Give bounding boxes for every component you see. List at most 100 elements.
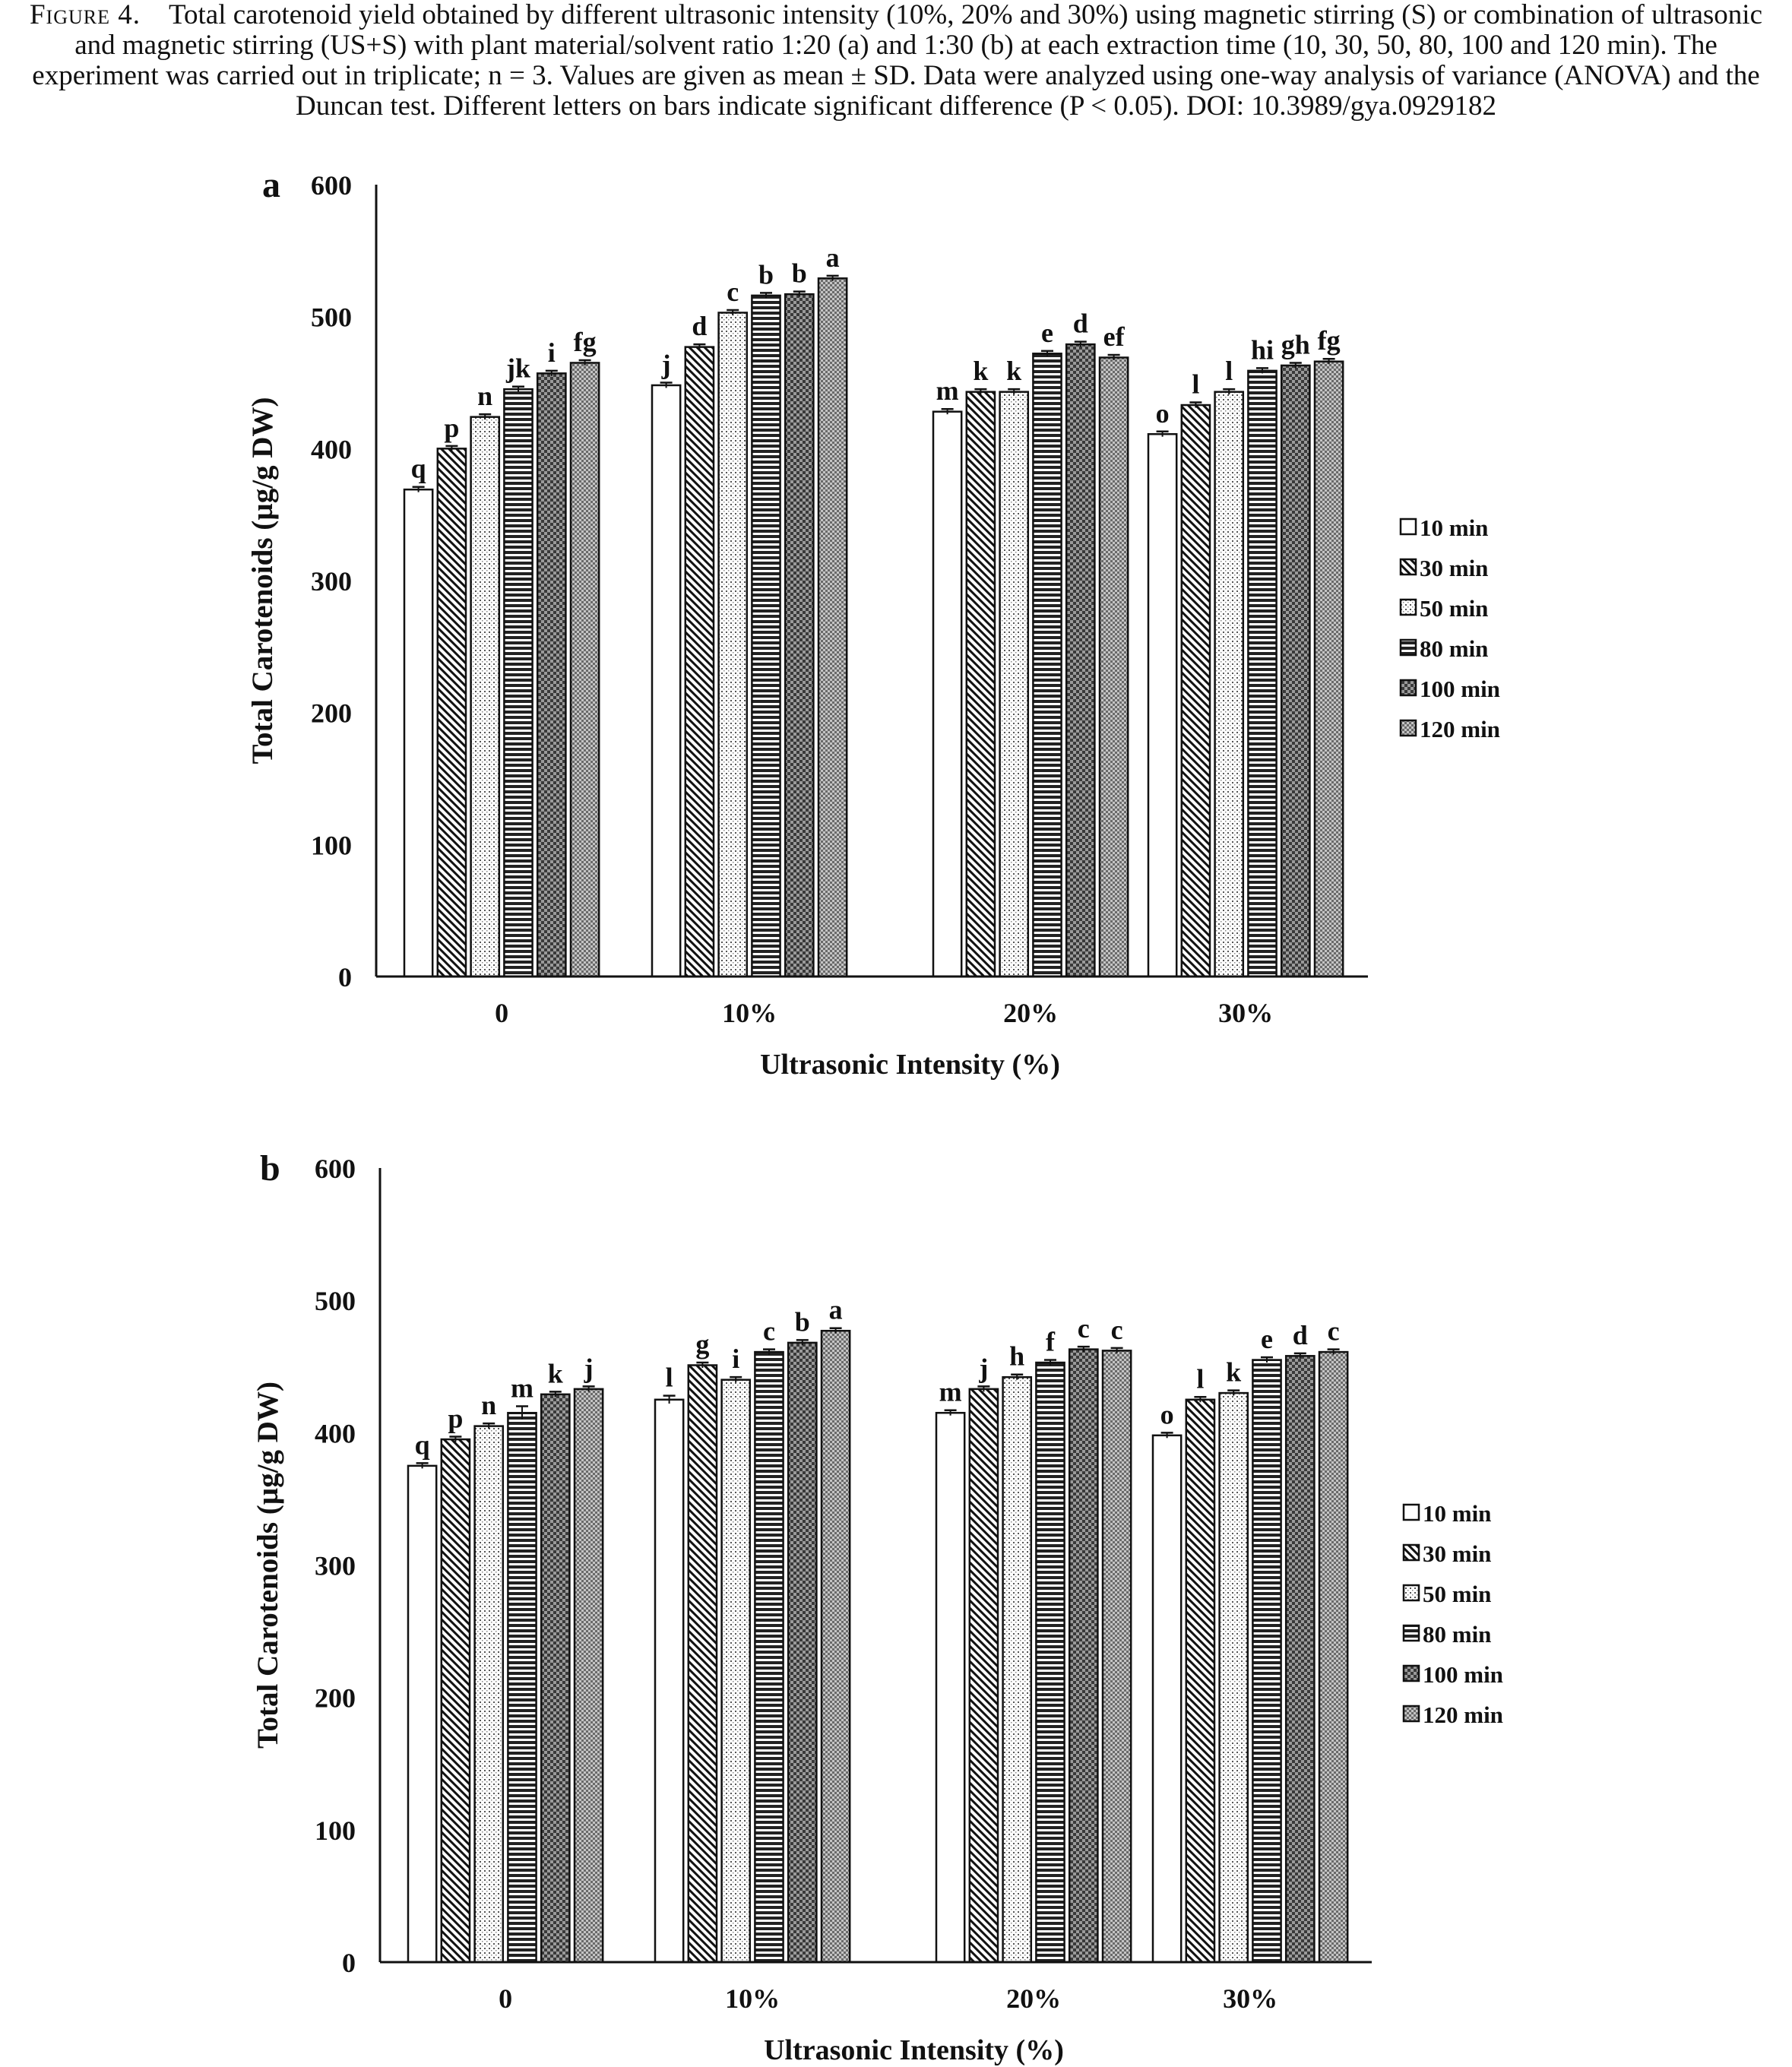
bar	[1180, 404, 1211, 978]
significance-letter: c	[1078, 1313, 1090, 1344]
significance-letter: l	[1196, 1363, 1204, 1394]
legend-label: 120 min	[1420, 716, 1500, 742]
bar	[1002, 1375, 1033, 1964]
legend-swatch	[1399, 679, 1417, 697]
significance-letter: b	[795, 1306, 810, 1337]
significance-letter: c	[1111, 1315, 1123, 1345]
y-tick-label: 600	[315, 1154, 356, 1184]
legend-swatch	[1399, 558, 1417, 576]
significance-letter: n	[477, 381, 492, 411]
significance-letter: f	[1046, 1327, 1056, 1357]
bar	[751, 294, 781, 978]
significance-letter: b	[792, 258, 807, 289]
significance-letter: j	[584, 1353, 594, 1383]
bar	[968, 1388, 999, 1964]
y-tick-label: 400	[315, 1418, 356, 1448]
x-tick-label: 30%	[1223, 1983, 1278, 2014]
significance-letter: a	[829, 1295, 843, 1325]
significance-letter: k	[1006, 356, 1021, 386]
significance-letter: l	[1192, 369, 1199, 400]
x-tick-label: 30%	[1218, 998, 1273, 1028]
legend-label: 30 min	[1423, 1540, 1491, 1567]
legend-label: 80 min	[1423, 1621, 1491, 1648]
x-tick-label: 0	[499, 1983, 512, 2014]
significance-letter: hi	[1251, 334, 1274, 365]
significance-letter: gh	[1281, 329, 1310, 359]
bar	[407, 1464, 438, 1964]
bar	[654, 1398, 685, 1964]
bar	[1284, 1355, 1316, 1964]
bar	[965, 391, 996, 978]
significance-letter: m	[936, 375, 959, 406]
significance-letter: n	[481, 1390, 496, 1420]
bar	[1185, 1398, 1216, 1964]
x-axis-title: Ultrasonic Intensity (%)	[760, 1049, 1060, 1081]
legend-label: 80 min	[1420, 635, 1488, 662]
bar	[720, 1379, 752, 1964]
significance-letter: c	[763, 1316, 775, 1347]
significance-letter: o	[1160, 1399, 1174, 1429]
y-tick-label: 200	[315, 1683, 356, 1714]
chart-panel-b: b 0 100 200 300 400 500 600 Total Carotenoids (µ…	[252, 1148, 1503, 2066]
bar	[687, 1364, 718, 1964]
significance-letter: a	[826, 242, 840, 273]
legend-label: 100 min	[1420, 676, 1500, 702]
bar	[1318, 1350, 1349, 1964]
bar	[932, 410, 963, 978]
y-tick-label: 500	[315, 1286, 356, 1316]
legend-label: 100 min	[1423, 1661, 1503, 1688]
bar	[1252, 1359, 1282, 1964]
legend-label: 10 min	[1420, 514, 1488, 541]
significance-letter: fg	[574, 327, 597, 357]
bar	[540, 1393, 571, 1964]
bar	[536, 372, 567, 978]
legend-swatch	[1399, 518, 1417, 536]
bar	[1151, 1434, 1183, 1964]
bar	[1214, 391, 1245, 978]
bar	[787, 1341, 818, 1964]
bar	[1247, 369, 1278, 978]
y-tick-label: 200	[311, 698, 352, 729]
bar	[1313, 360, 1344, 978]
legend-swatch	[1402, 1584, 1420, 1602]
significance-letter: k	[973, 356, 988, 386]
bar	[717, 312, 749, 978]
bar	[1098, 356, 1129, 978]
y-tick-label: 100	[311, 830, 352, 860]
bar	[935, 1411, 966, 1964]
significance-letter: j	[978, 1353, 988, 1383]
legend-label: 30 min	[1420, 555, 1488, 581]
y-tick-label: 0	[342, 1948, 356, 1978]
significance-letter: e	[1261, 1324, 1273, 1354]
legend-swatch	[1402, 1624, 1420, 1642]
y-axis-title: Total Carotenoids (µg/g DW)	[252, 1382, 284, 1749]
legend-swatch	[1402, 1503, 1420, 1521]
legend-label: 50 min	[1420, 595, 1488, 622]
bar	[1032, 353, 1062, 978]
bar	[651, 384, 682, 978]
significance-letter: d	[692, 311, 707, 341]
bar	[440, 1438, 471, 1964]
bar	[436, 448, 467, 978]
bar	[999, 391, 1030, 978]
x-tick-label: 10%	[722, 998, 777, 1028]
bar	[1101, 1350, 1132, 1964]
x-tick-label: 10%	[725, 1983, 780, 2014]
significance-letter: jk	[505, 353, 530, 384]
significance-letter: e	[1041, 318, 1053, 348]
significance-letter: k	[1226, 1357, 1241, 1388]
y-tick-label: 400	[311, 434, 352, 464]
legend-swatch	[1399, 598, 1417, 616]
bar	[573, 1388, 604, 1964]
significance-letter: p	[444, 413, 459, 443]
legend-swatch	[1402, 1543, 1420, 1562]
significance-letter: o	[1156, 398, 1170, 429]
y-tick-label: 300	[315, 1551, 356, 1581]
bar	[754, 1350, 784, 1964]
significance-letter: d	[1073, 309, 1088, 339]
bar	[684, 346, 715, 978]
y-tick-label: 0	[338, 962, 352, 992]
figure-caption-text: Total carotenoid yield obtained by diffe…	[32, 0, 1763, 122]
legend-label: 120 min	[1423, 1701, 1503, 1728]
bar	[817, 277, 848, 978]
